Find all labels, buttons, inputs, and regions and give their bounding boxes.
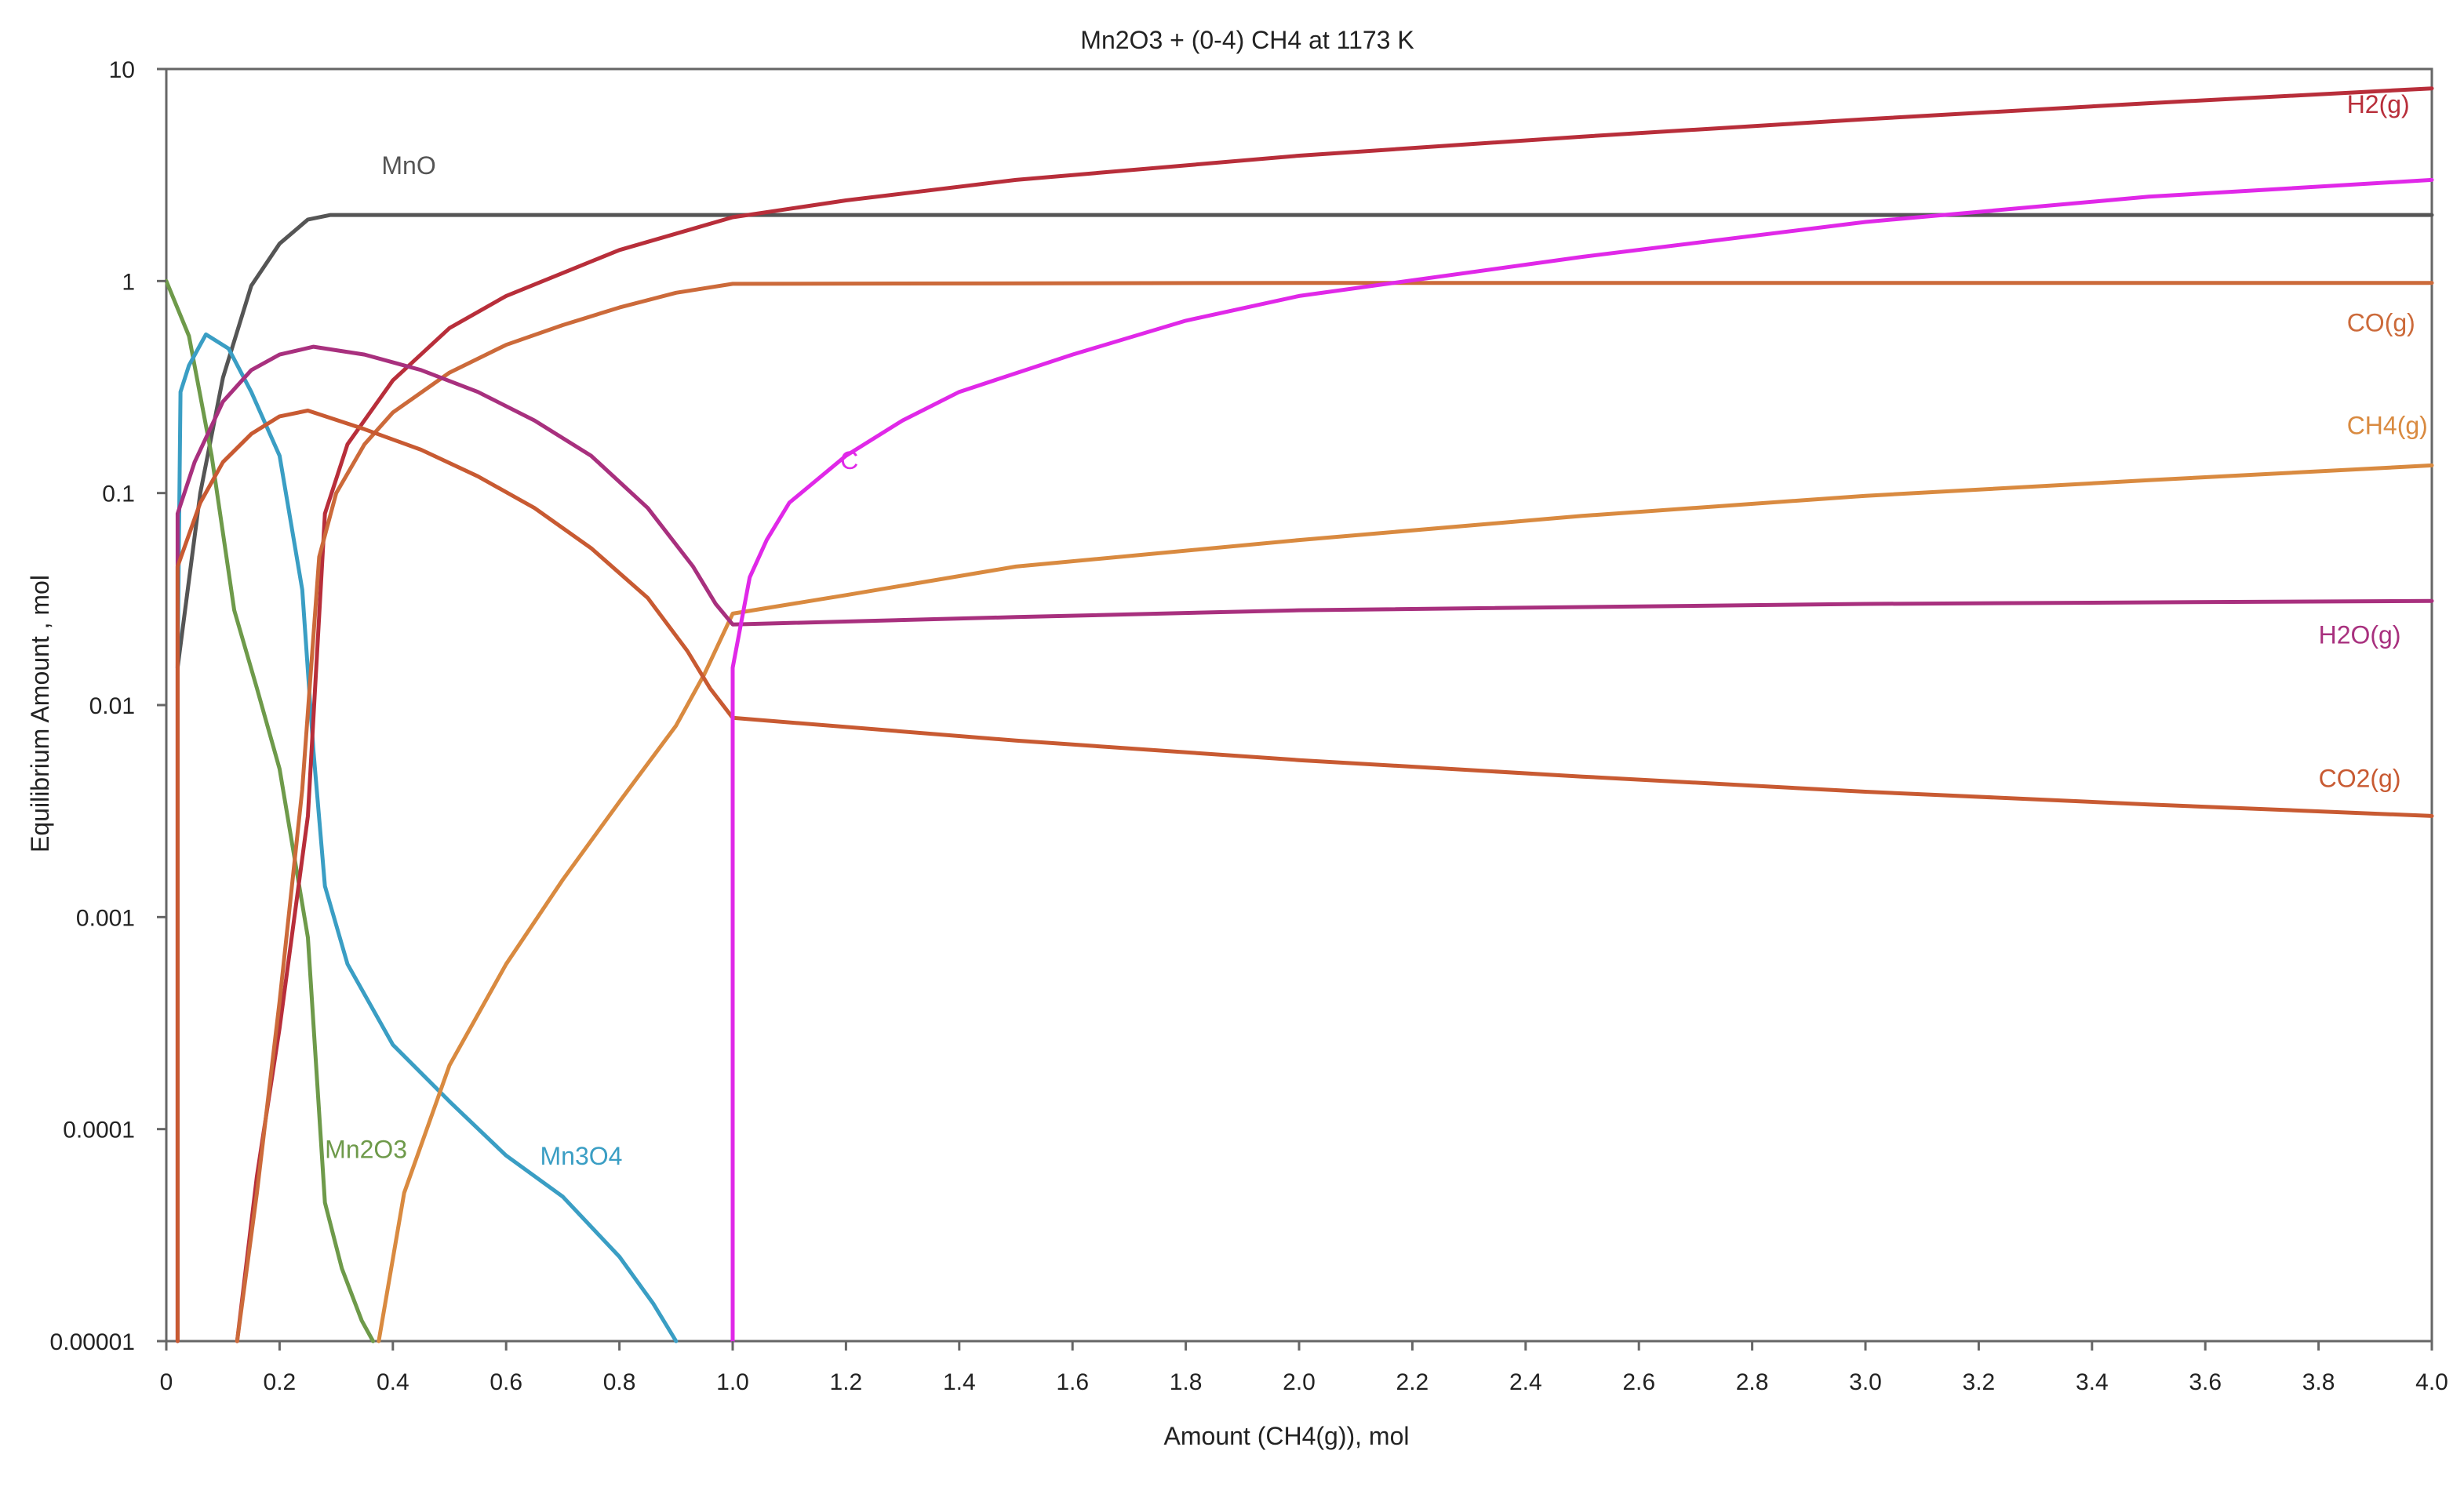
series-line-co-g: [235, 281, 2434, 1343]
x-tick-label: 3.0: [1849, 1369, 1882, 1395]
series-label-co2-g: CO2(g): [2319, 765, 2401, 793]
plot-area: MnO Mn2O3 Mn3O4 H2(g) CO(g) CH4(g) H2O(g) CO2(g…: [50, 57, 2448, 1395]
x-tick-label: 4.0: [2415, 1369, 2448, 1395]
y-axis: 0.00001 0.0001 0.001 0.01 0.1 1 10: [50, 57, 166, 1355]
x-tick-label: 1.0: [716, 1369, 749, 1395]
y-tick-label: 0.0001: [63, 1118, 135, 1143]
series-label-mn2o3: Mn2O3: [325, 1136, 407, 1164]
series-label-ch4-g: CH4(g): [2347, 411, 2428, 439]
y-tick-label: 0.1: [102, 482, 135, 507]
y-tick-label: 0.01: [89, 693, 135, 719]
plot-frame: [165, 67, 2433, 1343]
x-axis-label: Amount (CH4(g)), mol: [1164, 1422, 1410, 1450]
x-tick-label: 0.2: [264, 1369, 297, 1395]
y-axis-label: Equilibrium Amount , mol: [26, 575, 54, 853]
series-line-mno: [175, 213, 2434, 670]
series-label-h2-g: H2(g): [2347, 90, 2410, 118]
series-line-co2-g: [175, 409, 2434, 1343]
x-tick-label: 2.4: [1509, 1369, 1542, 1395]
x-tick-label: 3.2: [1963, 1369, 1996, 1395]
x-tick-label: 1.6: [1056, 1369, 1089, 1395]
series-line-h2o-g: [175, 344, 2434, 1343]
x-axis: 0 0.2 0.4 0.6 0.8 1.0 1.2 1.4 1.6 1.8 2.0 2.2 2.4 2.6…: [160, 1341, 2448, 1395]
x-tick-label: 0: [160, 1369, 173, 1395]
y-tick-label: 0.001: [76, 905, 135, 931]
x-tick-label: 1.8: [1170, 1369, 1203, 1395]
x-tick-label: 3.4: [2076, 1369, 2109, 1395]
x-tick-label: 3.6: [2189, 1369, 2222, 1395]
x-tick-label: 0.8: [603, 1369, 636, 1395]
series-line-mn3o4: [175, 332, 679, 1343]
series-layer: MnO Mn2O3 Mn3O4 H2(g) CO(g) CH4(g) H2O(g) CO2(g…: [164, 86, 2434, 1343]
series-line-h2-g: [235, 86, 2434, 1343]
chart-title: Mn2O3 + (0-4) CH4 at 1173 K: [1080, 26, 1414, 54]
y-tick-label: 0.00001: [50, 1329, 135, 1355]
x-tick-label: 1.4: [943, 1369, 976, 1395]
series-label-c: C: [840, 446, 858, 474]
y-tick-label: 10: [109, 57, 135, 83]
series-label-mn3o4: Mn3O4: [540, 1142, 623, 1170]
y-tick-label: 1: [122, 269, 135, 295]
series-label-mno: MnO: [381, 151, 435, 180]
x-tick-label: 3.8: [2302, 1369, 2335, 1395]
series-label-co-g: CO(g): [2347, 308, 2415, 336]
series-line-c: [730, 177, 2434, 1343]
x-tick-label: 2.0: [1283, 1369, 1316, 1395]
series-line-mn2o3: [164, 278, 375, 1343]
x-tick-label: 1.2: [830, 1369, 863, 1395]
x-tick-label: 2.6: [1622, 1369, 1655, 1395]
x-tick-label: 2.8: [1736, 1369, 1769, 1395]
series-line-ch4-g: [377, 463, 2434, 1343]
series-label-h2o-g: H2O(g): [2319, 621, 2401, 649]
x-tick-label: 0.6: [490, 1369, 522, 1395]
x-tick-label: 0.4: [377, 1369, 409, 1395]
x-tick-label: 2.2: [1396, 1369, 1429, 1395]
